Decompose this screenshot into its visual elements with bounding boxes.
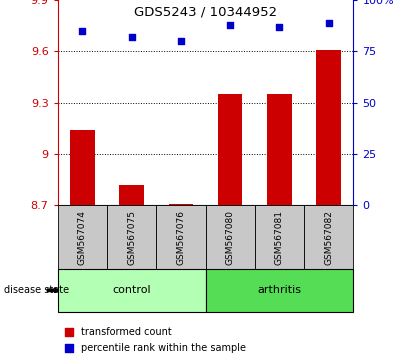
Bar xyxy=(58,269,206,312)
Bar xyxy=(316,50,341,205)
Point xyxy=(310,132,316,138)
Bar xyxy=(206,205,255,269)
Point xyxy=(310,283,316,289)
Bar xyxy=(156,205,206,269)
Bar xyxy=(70,130,95,205)
Point xyxy=(178,38,184,44)
Bar xyxy=(169,204,193,205)
Bar xyxy=(267,94,292,205)
Point xyxy=(326,20,332,25)
Point xyxy=(128,34,135,40)
Text: transformed count: transformed count xyxy=(81,327,172,337)
Text: GSM567076: GSM567076 xyxy=(176,210,185,265)
Text: GSM567075: GSM567075 xyxy=(127,210,136,265)
Text: arthritis: arthritis xyxy=(257,285,302,295)
Bar xyxy=(206,269,353,312)
Point xyxy=(79,28,85,34)
Text: GSM567082: GSM567082 xyxy=(324,210,333,265)
Text: percentile rank within the sample: percentile rank within the sample xyxy=(81,343,246,353)
Bar xyxy=(304,205,353,269)
Text: GSM567081: GSM567081 xyxy=(275,210,284,265)
Bar xyxy=(255,205,304,269)
Text: GSM567074: GSM567074 xyxy=(78,210,87,265)
Text: control: control xyxy=(112,285,151,295)
Bar xyxy=(119,185,144,205)
Text: disease state: disease state xyxy=(4,285,69,295)
Bar xyxy=(218,94,242,205)
Point xyxy=(276,24,283,29)
Bar xyxy=(107,205,156,269)
Text: GDS5243 / 10344952: GDS5243 / 10344952 xyxy=(134,5,277,18)
Bar xyxy=(58,205,107,269)
Point xyxy=(227,22,233,28)
Text: GSM567080: GSM567080 xyxy=(226,210,235,265)
